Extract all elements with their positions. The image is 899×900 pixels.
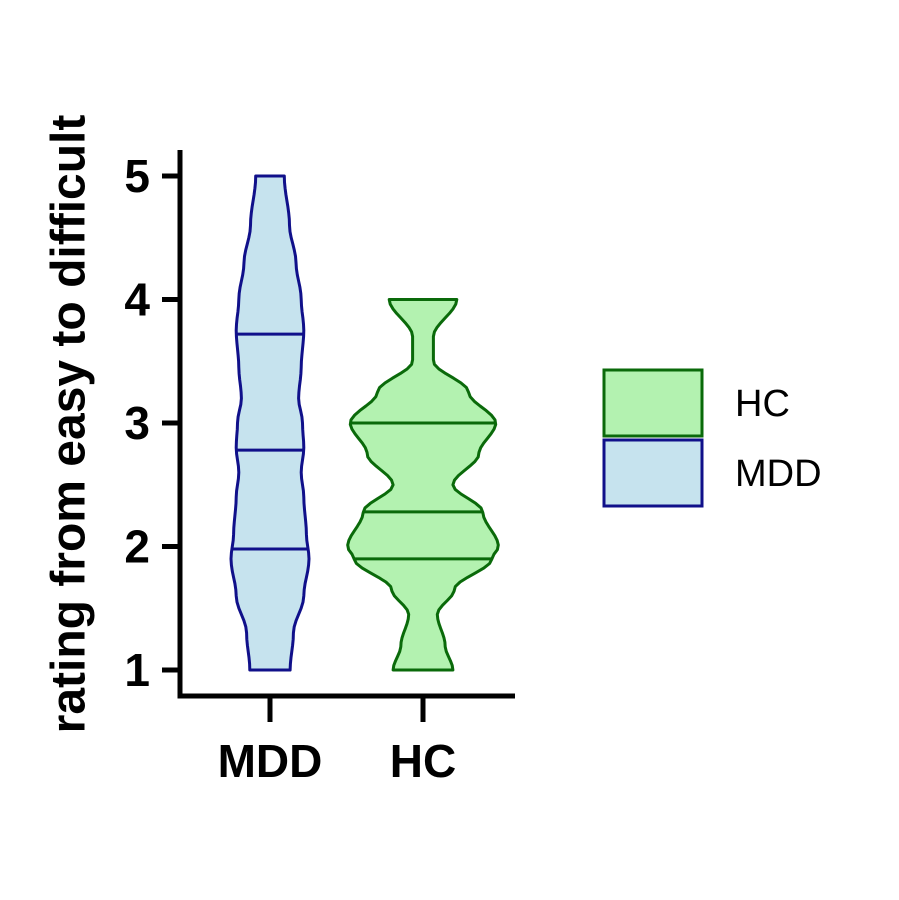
violins — [229, 174, 500, 672]
x-tick-label-hc: HC — [390, 735, 456, 787]
y-tick-label-4: 4 — [124, 274, 150, 326]
y-tick-label-2: 2 — [124, 521, 150, 573]
legend-label-mdd: MDD — [735, 453, 822, 495]
legend-swatch-hc — [602, 368, 704, 438]
y-tick-label-3: 3 — [124, 397, 150, 449]
legend-label-hc: HC — [735, 383, 790, 425]
violin-body-mdd — [229, 174, 311, 672]
axes: 1 2 3 4 5 MDD HC — [124, 150, 515, 787]
legend: HC MDD — [602, 368, 822, 508]
y-axis-title: rating from easy to difficult — [43, 115, 96, 734]
y-tick-label-1: 1 — [124, 644, 150, 696]
violin-body-hc — [346, 298, 500, 672]
x-tick-label-mdd: MDD — [218, 735, 323, 787]
legend-item-mdd: MDD — [602, 438, 822, 508]
legend-item-hc: HC — [602, 368, 790, 438]
y-axis-title-group: rating from easy to difficult — [43, 115, 96, 734]
legend-swatch-mdd — [602, 438, 704, 508]
violin-hc — [346, 298, 500, 672]
y-tick-label-5: 5 — [124, 150, 150, 202]
violin-mdd — [229, 174, 311, 672]
